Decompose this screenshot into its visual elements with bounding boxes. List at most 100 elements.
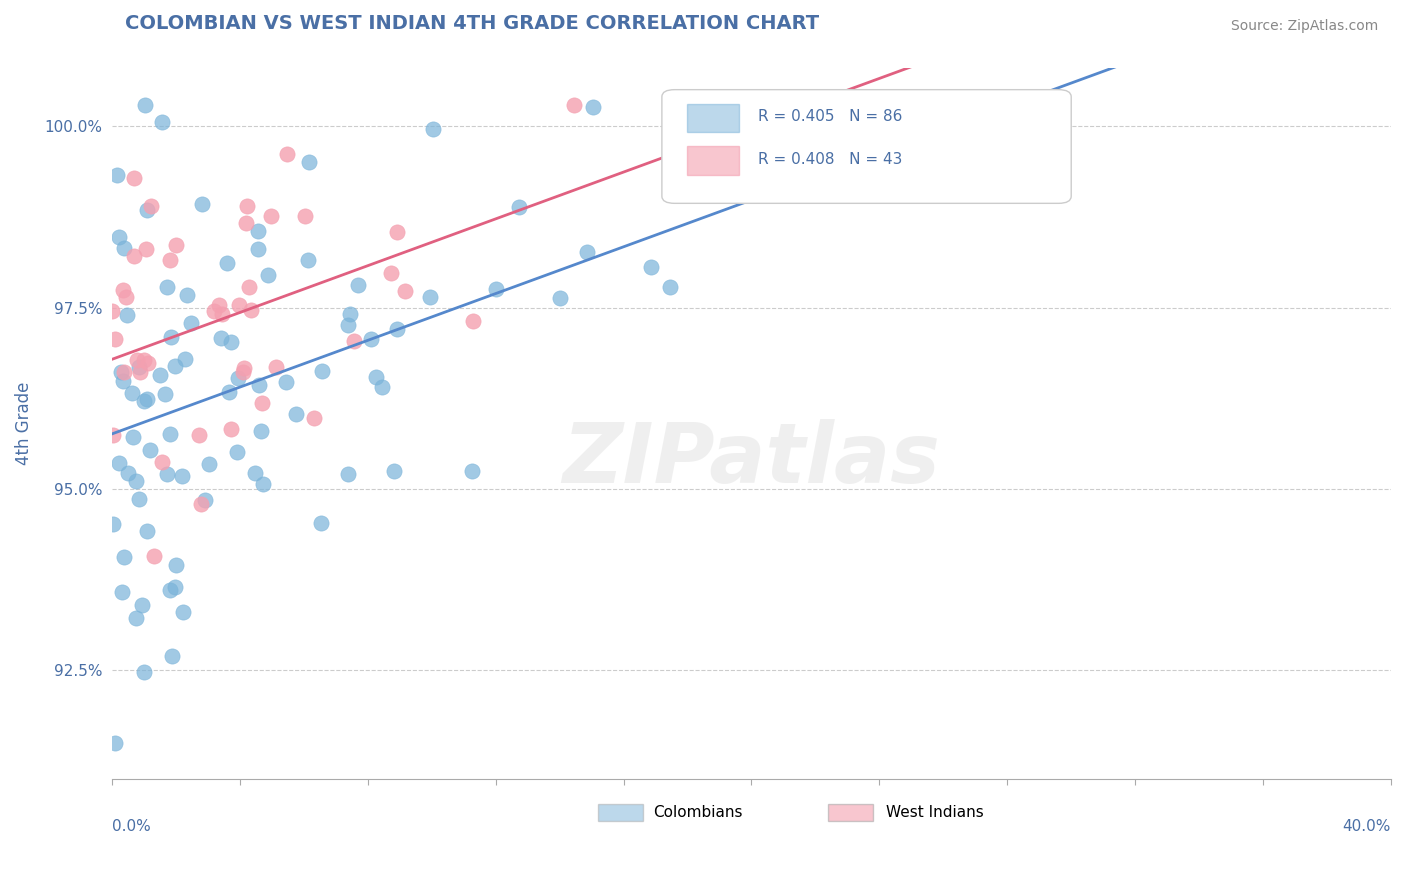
Point: [114, 289, 136, 303]
FancyBboxPatch shape: [598, 804, 643, 822]
Point: [228, 371, 250, 385]
Point: [112, 241, 135, 255]
Point: [461, 314, 484, 328]
Point: [218, 385, 240, 400]
Point: [111, 584, 134, 599]
Point: [219, 422, 242, 436]
Point: [198, 457, 221, 471]
Point: [582, 100, 605, 114]
Point: [246, 243, 269, 257]
Point: [226, 445, 249, 459]
FancyBboxPatch shape: [688, 146, 738, 175]
Point: [136, 202, 159, 217]
Point: [252, 395, 274, 409]
Point: [104, 736, 127, 750]
Point: [128, 365, 150, 379]
Point: [111, 374, 134, 388]
Point: [125, 474, 148, 488]
Point: [176, 287, 198, 301]
Point: [194, 493, 217, 508]
Point: [236, 199, 259, 213]
Point: [217, 256, 239, 270]
Text: Source: ZipAtlas.com: Source: ZipAtlas.com: [1232, 19, 1378, 33]
Point: [141, 199, 163, 213]
Text: R = 0.408   N = 43: R = 0.408 N = 43: [758, 152, 903, 167]
Point: [219, 334, 242, 349]
Point: [252, 477, 274, 491]
Point: [180, 316, 202, 330]
Point: [371, 380, 394, 394]
Point: [117, 466, 139, 480]
Point: [136, 356, 159, 370]
Point: [112, 550, 135, 565]
Text: COLOMBIAN VS WEST INDIAN 4TH GRADE CORRELATION CHART: COLOMBIAN VS WEST INDIAN 4TH GRADE CORRE…: [125, 13, 818, 33]
FancyBboxPatch shape: [662, 90, 1071, 203]
Point: [165, 558, 187, 573]
Point: [461, 464, 484, 478]
Point: [485, 282, 508, 296]
Point: [163, 580, 186, 594]
Point: [419, 290, 441, 304]
Point: [121, 385, 143, 400]
Point: [143, 549, 166, 563]
Point: [311, 364, 333, 378]
Point: [232, 365, 254, 379]
Point: [125, 611, 148, 625]
Text: Colombians: Colombians: [652, 805, 742, 821]
Point: [101, 517, 124, 532]
Point: [360, 332, 382, 346]
Point: [659, 280, 682, 294]
Point: [387, 322, 409, 336]
Text: 40.0%: 40.0%: [1343, 819, 1391, 834]
Point: [339, 308, 361, 322]
Point: [202, 303, 225, 318]
Point: [112, 283, 135, 297]
Point: [394, 284, 416, 298]
Point: [135, 242, 157, 256]
FancyBboxPatch shape: [688, 103, 738, 132]
Point: [562, 97, 585, 112]
Point: [274, 375, 297, 389]
Point: [172, 605, 194, 619]
Point: [240, 302, 263, 317]
Point: [228, 298, 250, 312]
Point: [211, 307, 233, 321]
Point: [134, 353, 156, 368]
Point: [233, 360, 256, 375]
Point: [346, 277, 368, 292]
Point: [245, 466, 267, 480]
Point: [134, 97, 156, 112]
Point: [382, 464, 405, 478]
Point: [101, 303, 124, 318]
Text: R = 0.405   N = 86: R = 0.405 N = 86: [758, 109, 903, 124]
Point: [159, 252, 181, 267]
Point: [364, 370, 387, 384]
Point: [160, 648, 183, 663]
Point: [173, 351, 195, 366]
Point: [209, 331, 232, 345]
Point: [107, 168, 129, 182]
Point: [121, 430, 143, 444]
Point: [159, 427, 181, 442]
Point: [276, 146, 298, 161]
Point: [297, 252, 319, 267]
Point: [309, 516, 332, 530]
Point: [122, 171, 145, 186]
FancyBboxPatch shape: [828, 804, 873, 822]
Point: [152, 115, 174, 129]
Point: [135, 524, 157, 538]
Point: [101, 428, 124, 442]
Point: [124, 249, 146, 263]
Point: [134, 665, 156, 680]
Text: West Indians: West Indians: [886, 805, 983, 821]
Point: [159, 583, 181, 598]
Point: [235, 216, 257, 230]
Point: [264, 360, 287, 375]
Text: ZIPatlas: ZIPatlas: [562, 418, 941, 500]
Point: [163, 359, 186, 373]
Point: [132, 394, 155, 409]
Point: [336, 318, 359, 332]
Point: [640, 260, 662, 274]
Point: [238, 280, 260, 294]
Point: [793, 154, 815, 169]
